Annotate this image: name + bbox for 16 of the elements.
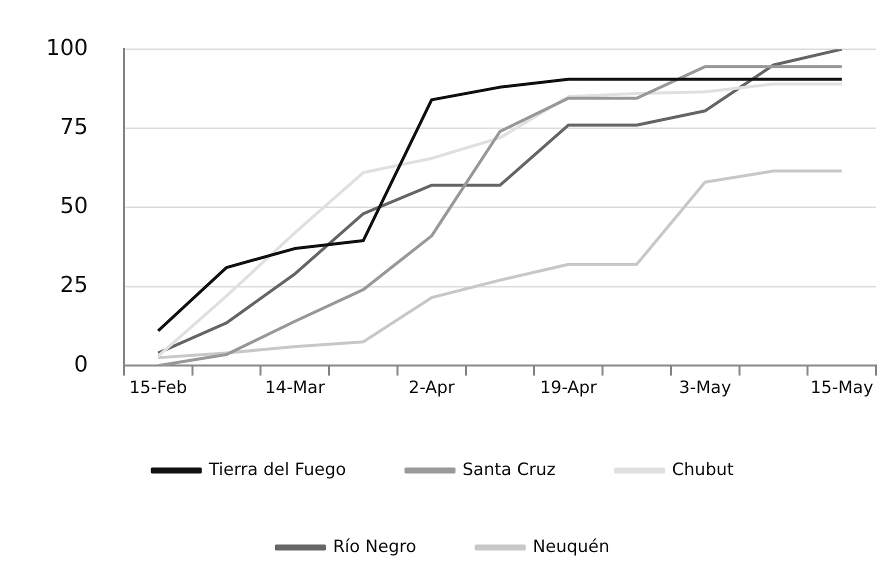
legend-label: Neuquén [532,536,610,557]
y-tick-label: 25 [60,273,88,298]
legend-label: Río Negro [332,536,416,557]
legend-label: Tierra del Fuego [208,460,346,480]
x-tick-label: 15-Feb [129,378,188,398]
legend-label: Chubut [672,460,734,480]
x-tick-label: 14-Mar [264,378,325,398]
x-tick-label: 19-Apr [540,378,597,398]
y-tick-label: 50 [60,194,88,220]
y-tick-label: 100 [46,36,88,61]
legend-label: Santa Cruz [462,460,556,480]
x-tick-label: 2-Apr [408,378,455,398]
x-tick-label: 15-May [810,378,874,398]
x-tick-label: 3-May [679,378,732,398]
y-tick-label: 75 [60,115,88,140]
y-tick-label: 0 [74,352,88,378]
